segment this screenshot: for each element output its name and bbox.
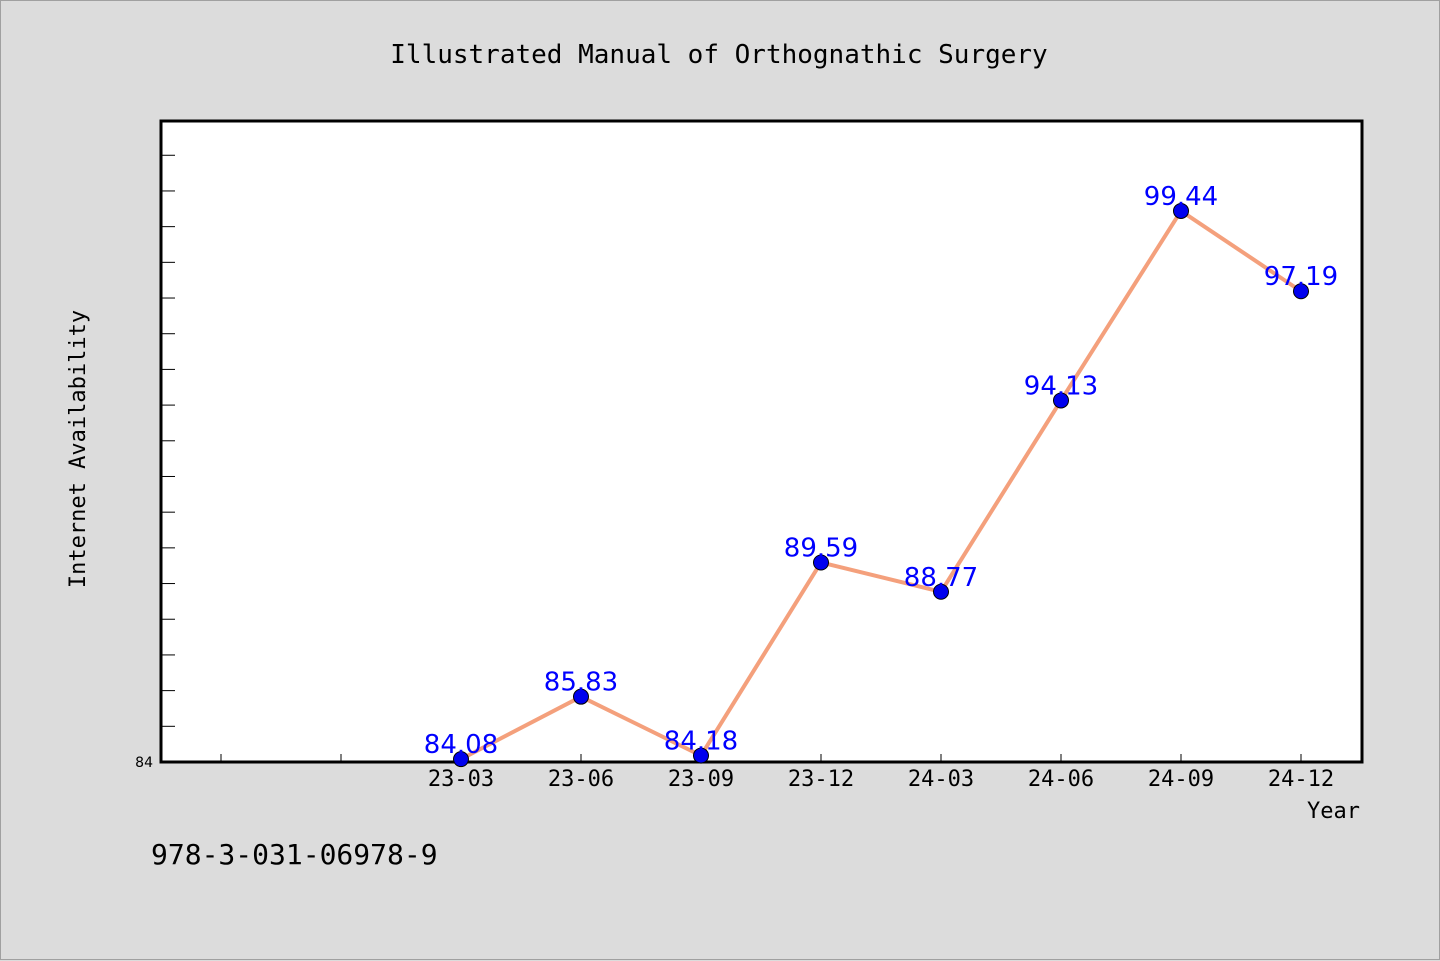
data-point <box>693 747 709 764</box>
data-label: 85.83 <box>544 668 618 698</box>
x-axis-ticks: 23-03 23-06 23-09 23-12 24-03 24-06 24-09 24-12 <box>220 754 1334 792</box>
x-tick-label: 23-09 <box>668 767 734 792</box>
x-tick-label: 24-06 <box>1028 767 1094 792</box>
isbn-text: 978-3-031-06978-9 <box>151 838 438 871</box>
data-label: 84.18 <box>664 727 738 757</box>
x-tick-label: 24-09 <box>1148 767 1214 792</box>
series-line <box>460 208 1303 761</box>
data-label: 94.13 <box>1024 371 1098 401</box>
data-point <box>573 688 589 705</box>
y-tick-label: 84 <box>135 755 153 771</box>
data-label: 88.77 <box>904 563 978 593</box>
chart-title: Illustrated Manual of Orthognathic Surge… <box>390 40 1047 70</box>
data-point <box>1173 202 1189 219</box>
x-axis-label: Year <box>1307 799 1360 824</box>
data-point <box>813 554 829 571</box>
y-axis-label: Internet Availability <box>66 310 91 588</box>
data-point <box>933 583 949 600</box>
data-label: 97.19 <box>1264 262 1338 292</box>
data-label: 99.44 <box>1144 182 1218 212</box>
data-label: 84.08 <box>424 730 498 760</box>
data-label: 89.59 <box>784 533 858 563</box>
x-tick-label: 24-12 <box>1268 767 1334 792</box>
data-point <box>453 751 469 768</box>
x-tick-label: 24-03 <box>908 767 974 792</box>
x-tick-label: 23-12 <box>788 767 854 792</box>
y-axis-ticks <box>161 154 175 727</box>
data-point <box>1053 392 1069 409</box>
x-tick-label: 23-03 <box>428 767 494 792</box>
x-tick-label: 23-06 <box>548 767 614 792</box>
data-point <box>1293 283 1309 300</box>
series-group: 84.08 85.83 84.18 89.59 88.77 94.13 99.44 97.19 <box>424 182 1338 768</box>
